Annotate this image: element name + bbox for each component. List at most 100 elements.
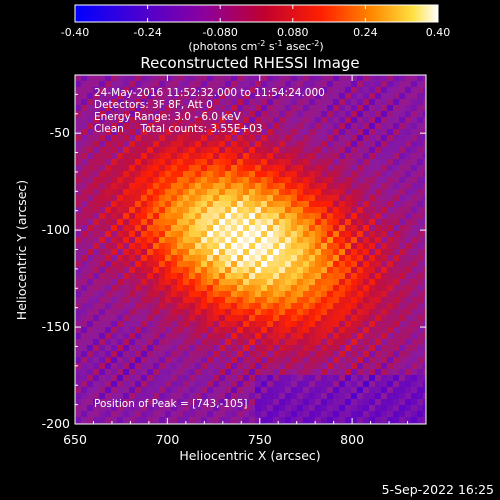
heatmap-cell <box>249 207 256 214</box>
heatmap-cell <box>147 159 154 166</box>
heatmap-cell <box>177 381 184 388</box>
heatmap-cell <box>225 165 232 172</box>
heatmap-cell <box>345 339 352 346</box>
heatmap-cell <box>111 381 118 388</box>
heatmap-cell <box>279 345 286 352</box>
heatmap-cell <box>189 249 196 256</box>
heatmap-cell <box>165 81 172 88</box>
heatmap-cell <box>135 399 142 406</box>
heatmap-cell <box>207 219 214 226</box>
heatmap-cell <box>267 177 274 184</box>
heatmap-cell <box>297 249 304 256</box>
heatmap-cell <box>273 189 280 196</box>
heatmap-cell <box>105 123 112 130</box>
heatmap-cell <box>165 279 172 286</box>
heatmap-cell <box>249 177 256 184</box>
heatmap-cell <box>303 399 310 406</box>
heatmap-cell <box>357 159 364 166</box>
heatmap-cell <box>273 207 280 214</box>
heatmap-cell <box>369 237 376 244</box>
heatmap-cell <box>123 75 130 82</box>
heatmap-cell <box>285 231 292 238</box>
heatmap-cell <box>309 393 316 400</box>
heatmap-cell <box>243 159 250 166</box>
heatmap-cell <box>183 75 190 82</box>
heatmap-cell <box>147 93 154 100</box>
heatmap-cell <box>177 189 184 196</box>
y-tick-label: -100 <box>42 222 70 237</box>
heatmap-cell <box>93 93 100 100</box>
heatmap-cell <box>189 225 196 232</box>
heatmap-cell <box>333 117 340 124</box>
heatmap-cell <box>219 357 226 364</box>
heatmap-cell <box>195 99 202 106</box>
heatmap-cell <box>321 189 328 196</box>
heatmap-cell <box>321 417 328 424</box>
heatmap-cell <box>165 123 172 130</box>
heatmap-cell <box>183 411 190 418</box>
heatmap-cell <box>351 309 358 316</box>
heatmap-cell <box>261 105 268 112</box>
heatmap-cell <box>357 249 364 256</box>
heatmap-cell <box>303 273 310 280</box>
heatmap-cell <box>339 213 346 220</box>
heatmap-cell <box>423 147 426 154</box>
heatmap-cell <box>399 303 406 310</box>
heatmap-cell <box>165 351 172 358</box>
heatmap-cell <box>147 171 154 178</box>
heatmap-cell <box>291 231 298 238</box>
heatmap-cell <box>147 267 154 274</box>
heatmap-cell <box>147 177 154 184</box>
heatmap-cell <box>123 399 130 406</box>
heatmap-cell <box>129 99 136 106</box>
heatmap-cell <box>393 111 400 118</box>
heatmap-cell <box>171 351 178 358</box>
heatmap-cell <box>423 153 426 160</box>
heatmap-cell <box>357 225 364 232</box>
heatmap-cell <box>87 297 94 304</box>
heatmap-cell <box>99 387 106 394</box>
heatmap-cell <box>411 213 418 220</box>
heatmap-cell <box>321 303 328 310</box>
heatmap-cell <box>393 201 400 208</box>
heatmap-cell <box>231 231 238 238</box>
heatmap-cell <box>297 147 304 154</box>
heatmap-cell <box>123 279 130 286</box>
heatmap-cell <box>231 225 238 232</box>
heatmap-cell <box>291 111 298 118</box>
heatmap-cell <box>411 177 418 184</box>
heatmap-cell <box>213 231 220 238</box>
heatmap-cell <box>147 255 154 262</box>
heatmap-cell <box>339 255 346 262</box>
heatmap-cell <box>369 285 376 292</box>
heatmap-cell <box>297 327 304 334</box>
heatmap-cell <box>345 417 352 424</box>
heatmap-cell <box>105 393 112 400</box>
heatmap-cell <box>309 339 316 346</box>
heatmap-cell <box>411 255 418 262</box>
heatmap-cell <box>171 309 178 316</box>
heatmap-cell <box>213 285 220 292</box>
annotation-energy: Energy Range: 3.0 - 6.0 keV <box>94 111 242 123</box>
heatmap-cell <box>87 399 94 406</box>
heatmap-cell <box>315 81 322 88</box>
heatmap-cell <box>375 165 382 172</box>
heatmap-cell <box>417 153 424 160</box>
heatmap-cell <box>201 225 208 232</box>
heatmap-cell <box>249 291 256 298</box>
heatmap-cell <box>135 153 142 160</box>
heatmap-cell <box>387 243 394 250</box>
heatmap-cell <box>309 255 316 262</box>
heatmap-cell <box>357 219 364 226</box>
heatmap-cell <box>291 333 298 340</box>
heatmap-cell <box>105 339 112 346</box>
heatmap-cell <box>423 393 426 400</box>
heatmap-cell <box>153 369 160 376</box>
heatmap-cell <box>339 369 346 376</box>
heatmap-cell <box>315 279 322 286</box>
heatmap-cell <box>357 99 364 106</box>
heatmap-cell <box>297 291 304 298</box>
heatmap-cell <box>87 417 94 424</box>
heatmap-cell <box>285 405 292 412</box>
heatmap-cell <box>225 417 232 424</box>
